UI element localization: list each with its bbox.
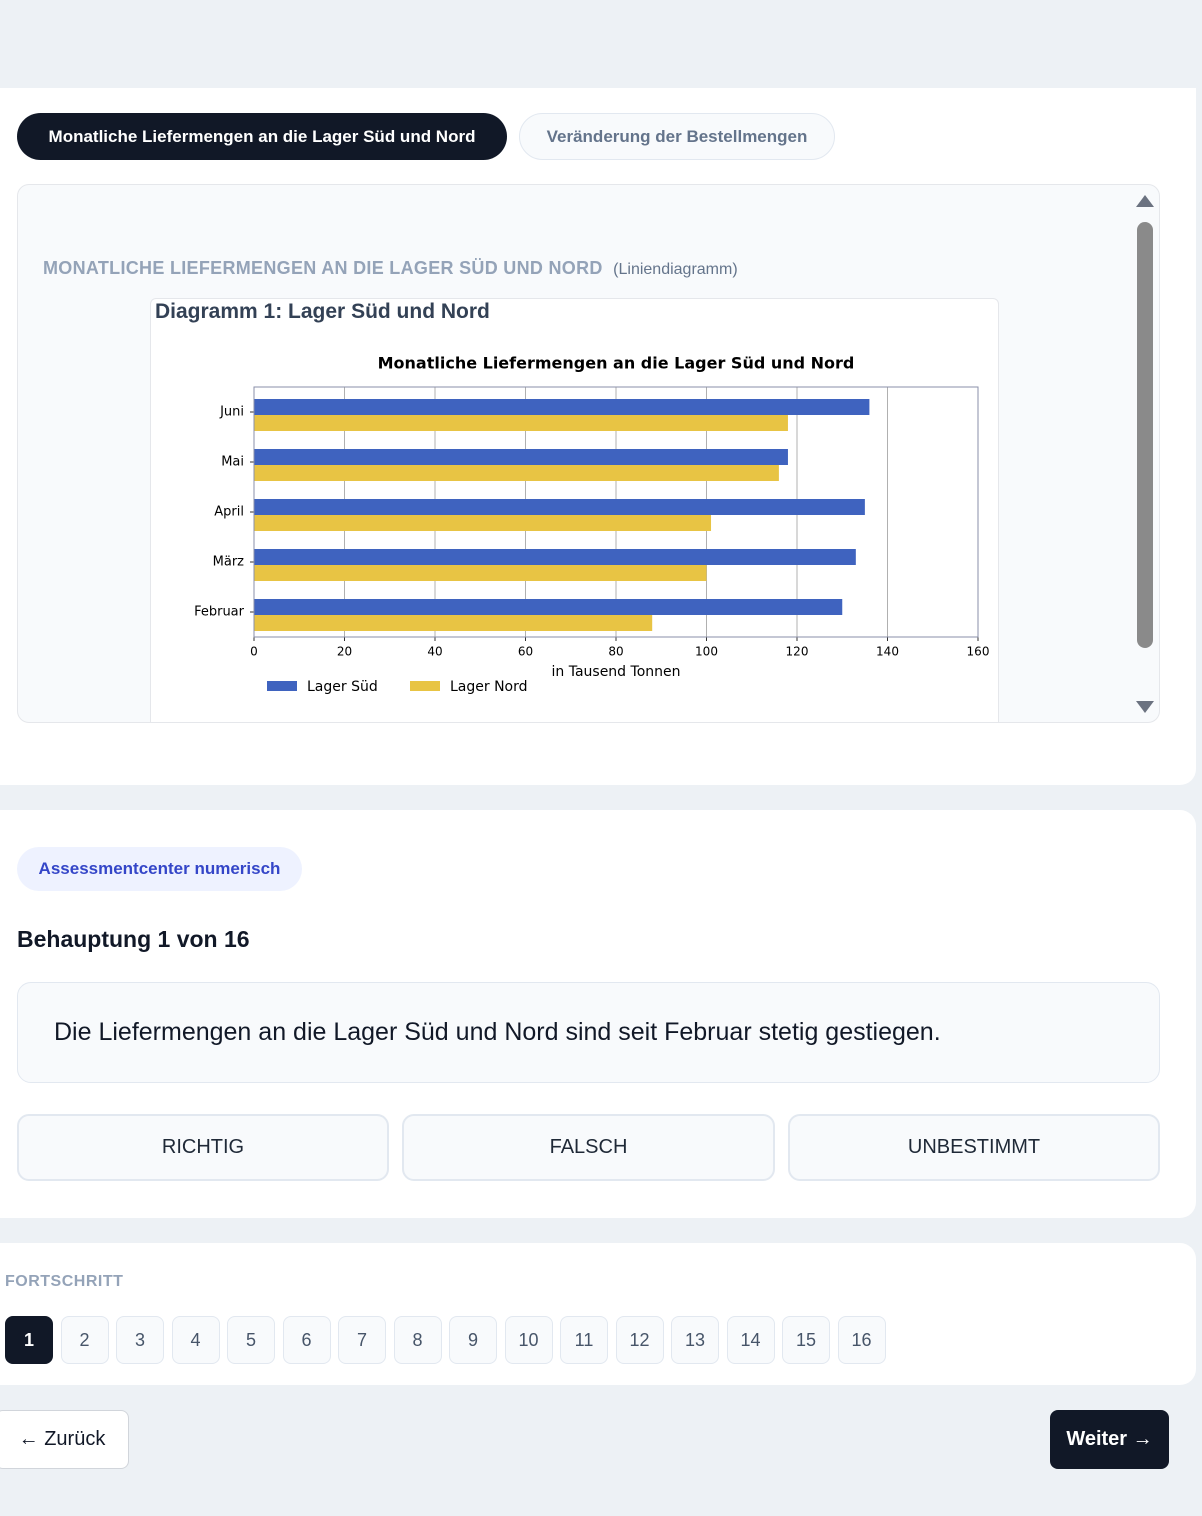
bar [254, 499, 865, 515]
x-tick-label: 80 [608, 645, 623, 659]
legend-label: Lager Nord [450, 679, 528, 695]
x-tick-label: 140 [876, 645, 899, 659]
chart-panel: MONATLICHE LIEFERMENGEN AN DIE LAGER SÜD… [17, 184, 1160, 723]
tab[interactable]: Veränderung der Bestellmengen [519, 113, 835, 160]
chart-title: Monatliche Liefermengen an die Lager Süd… [378, 354, 855, 373]
bar [254, 549, 856, 565]
progress-step[interactable]: 11 [560, 1316, 608, 1364]
y-tick-label: März [213, 555, 245, 570]
x-tick-label: 120 [786, 645, 809, 659]
progress-step[interactable]: 16 [837, 1316, 886, 1364]
back-button[interactable]: ← Zurück [0, 1410, 129, 1469]
chart: Monatliche Liefermengen an die Lager Süd… [194, 354, 990, 696]
panel-title: MONATLICHE LIEFERMENGEN AN DIE LAGER SÜD… [43, 258, 603, 278]
answer-button[interactable]: RICHTIG [17, 1114, 389, 1181]
bar [254, 599, 843, 615]
y-tick-label: Juni [219, 405, 244, 420]
y-tick-label: Mai [221, 455, 244, 470]
progress-step[interactable]: 15 [782, 1316, 830, 1364]
tab[interactable]: Monatliche Liefermengen an die Lager Süd… [17, 113, 507, 160]
legend-swatch [267, 681, 297, 691]
y-tick-label: April [214, 505, 244, 520]
question-counter: Behauptung 1 von 16 [17, 926, 250, 952]
legend-swatch [410, 681, 440, 691]
progress-step[interactable]: 2 [60, 1316, 109, 1364]
progress-step[interactable]: 7 [338, 1316, 386, 1364]
y-tick-label: Februar [194, 605, 245, 620]
panel-kind: (Liniendiagramm) [613, 261, 738, 278]
progress-label: FORTSCHRITT [5, 1273, 124, 1290]
panel-heading: MONATLICHE LIEFERMENGEN AN DIE LAGER SÜD… [43, 258, 738, 279]
plot-frame [253, 386, 979, 638]
progress-step[interactable]: 6 [282, 1316, 331, 1364]
bar [254, 415, 788, 431]
x-tick-label: 160 [967, 645, 990, 659]
progress-step[interactable]: 3 [116, 1316, 164, 1364]
scroll-down[interactable] [1136, 701, 1154, 713]
x-tick-label: 60 [518, 645, 533, 659]
progress-step[interactable]: 1 [5, 1316, 53, 1364]
x-tick-label: 100 [695, 645, 718, 659]
bar [254, 465, 779, 481]
next-button[interactable]: Weiter → [1050, 1410, 1169, 1469]
bar [254, 515, 712, 531]
progress-step[interactable]: 9 [449, 1316, 497, 1364]
legend-label: Lager Süd [307, 679, 378, 695]
bar [254, 565, 707, 581]
x-tick-label: 20 [337, 645, 352, 659]
progress-step[interactable]: 14 [726, 1316, 775, 1364]
x-axis-label: in Tausend Tonnen [552, 664, 681, 680]
bar [254, 399, 870, 415]
progress-step[interactable]: 13 [671, 1316, 719, 1364]
answer-button[interactable]: UNBESTIMMT [788, 1114, 1160, 1181]
x-tick-label: 0 [250, 645, 258, 659]
progress-step[interactable]: 4 [171, 1316, 220, 1364]
x-tick-label: 40 [427, 645, 442, 659]
answer-button[interactable]: FALSCH [402, 1114, 775, 1181]
progress-step[interactable]: 5 [227, 1316, 275, 1364]
bar [254, 615, 653, 631]
progress-step[interactable]: 12 [615, 1316, 664, 1364]
progress-step[interactable]: 8 [393, 1316, 442, 1364]
scroll-up[interactable] [1136, 195, 1154, 207]
chart-frame: Diagramm 1: Lager Süd und Nord Monatlich… [150, 298, 999, 722]
badge: Assessmentcenter numerisch [17, 847, 302, 891]
chart-caption: Diagramm 1: Lager Süd und Nord [155, 300, 490, 323]
bar [254, 449, 788, 465]
progress-step[interactable]: 10 [504, 1316, 553, 1364]
scrollbar-thumb[interactable] [1137, 222, 1153, 648]
statement: Die Liefermengen an die Lager Süd und No… [17, 982, 1160, 1083]
